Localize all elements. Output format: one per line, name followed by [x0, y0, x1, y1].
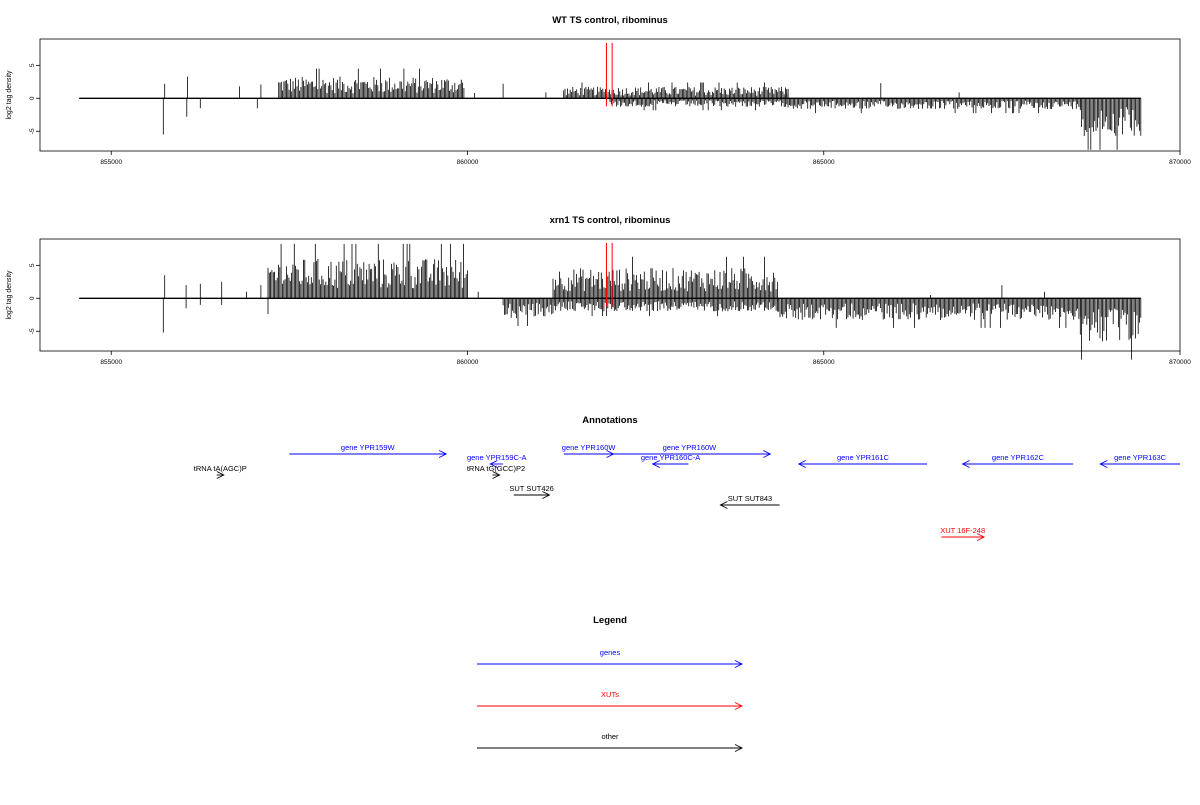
xrn1-track-bars	[79, 243, 1142, 360]
xrn1-minus-signal-5	[502, 298, 554, 326]
annotation-arrow-6	[961, 460, 1074, 468]
annotation-arrow-7	[1099, 460, 1180, 468]
annotation-arrow-4	[651, 460, 689, 468]
annotation-label-2: gene YPR160W	[562, 443, 617, 452]
annotation-arrow-7-head	[1099, 460, 1108, 468]
annotations-title: Annotations	[582, 415, 637, 426]
annotation-arrow-3	[608, 450, 772, 458]
annotation-label-12: XUT 16F-248	[940, 526, 985, 535]
xrn1-minus-signal-8	[1079, 298, 1142, 360]
legend-arrow-xut-head	[734, 702, 744, 710]
annotation-label-6: gene YPR162C	[992, 453, 1045, 462]
wt-xtick-label-2: 865000	[813, 159, 835, 166]
xrn1-minus-signal-7	[777, 298, 1081, 328]
wt-plus-signal-8	[563, 82, 789, 99]
annotation-arrow-12	[941, 533, 986, 541]
annotation-label-1: gene YPR159C-A	[467, 453, 526, 462]
annotation-arrow-5-head	[797, 460, 807, 468]
wt-track-title: WT TS control, ribominus	[552, 15, 668, 26]
legend-arrow-gene-head	[734, 660, 744, 668]
annotation-arrow-8-head	[216, 471, 225, 479]
annotation-arrow-11-head	[719, 501, 728, 509]
annotation-label-0: gene YPR159W	[341, 443, 396, 452]
xrn1-xtick-label-2: 865000	[813, 359, 835, 366]
annotation-arrow-1-head	[489, 460, 498, 468]
wt-track-bars	[79, 43, 1142, 150]
xrn1-track-panel: xrn1 TS control, ribominus log2 tag dens…	[6, 215, 1191, 366]
xrn1-xtick-label-1: 860000	[457, 359, 479, 366]
annotation-arrow-5	[797, 460, 928, 468]
xrn1-xtick-label-3: 870000	[1169, 359, 1191, 366]
annotation-label-3: gene YPR160W	[663, 443, 718, 452]
wt-minus-signal-6	[1079, 98, 1142, 150]
xrn1-plot-frame	[39, 238, 1181, 352]
legend-items: genes XUTs other	[477, 648, 744, 752]
xrn1-plus-signal-6	[267, 243, 468, 299]
annotation-label-5: gene YPR161C	[837, 453, 890, 462]
xrn1-minus-signal-6	[552, 298, 778, 317]
legend-arrow-other-head	[734, 744, 744, 752]
annotation-arrow-0	[289, 450, 448, 458]
wt-xtick-label-0: 855000	[100, 159, 122, 166]
annotation-arrow-9-head	[492, 471, 501, 479]
annotation-arrow-10	[513, 491, 551, 499]
annotation-arrow-0-head	[438, 450, 448, 458]
annotation-label-9: tRNA tG(GCC)P2	[467, 464, 525, 473]
legend-label-gene: genes	[600, 648, 621, 657]
legend-arrow-other	[477, 744, 744, 752]
annotation-arrow-4-head	[651, 460, 660, 468]
annotation-arrow-1	[489, 460, 504, 468]
xrn1-xtick-label-0: 855000	[100, 359, 122, 366]
legend-label-other: other	[601, 732, 619, 741]
wt-axes: -5 0 5 855000 860000 865000 870000	[29, 63, 1191, 166]
annotation-arrow-12-head	[976, 533, 986, 541]
annotation-label-11: SUT SUT843	[728, 494, 772, 503]
annotation-label-4: gene YPR160C-A	[641, 453, 700, 462]
wt-minus-signal-4	[609, 98, 789, 111]
xrn1-plus-signal-8	[552, 256, 778, 299]
legend-title: Legend	[593, 615, 627, 626]
wt-ytick-label-0: -5	[29, 128, 36, 134]
legend-arrow-xut	[477, 702, 744, 710]
annotation-label-10: SUT SUT426	[509, 484, 553, 493]
annotation-arrow-9	[492, 471, 501, 479]
xrn1-ytick-label-1: 0	[29, 296, 36, 300]
annotation-label-7: gene YPR163C	[1114, 453, 1167, 462]
wt-track-panel: WT TS control, ribominus log2 tag densit…	[6, 15, 1191, 166]
wt-xtick-label-3: 870000	[1169, 159, 1191, 166]
annotation-arrow-3-head	[763, 450, 772, 458]
xrn1-track-title: xrn1 TS control, ribominus	[550, 215, 671, 226]
wt-plot-frame	[39, 38, 1181, 152]
annotations-panel: Annotations gene YPR159W gene YPR159C-A ge…	[194, 415, 1180, 541]
annotation-arrow-11	[719, 501, 780, 509]
annotation-arrow-6-head	[961, 460, 970, 468]
xrn1-ytick-label-2: 5	[29, 263, 36, 267]
xrn1-ytick-label-0: -5	[29, 328, 36, 334]
wt-y-axis-label: log2 tag density	[6, 70, 13, 120]
wt-minus-signal-5	[787, 98, 1081, 114]
annotation-arrow-10-head	[542, 491, 551, 499]
legend-label-xut: XUTs	[601, 690, 619, 699]
annotation-label-8: tRNA tA(AGC)P	[194, 464, 247, 473]
annotation-arrow-8	[216, 471, 225, 479]
xrn1-y-axis-label: log2 tag density	[6, 270, 13, 320]
legend-panel: Legend genes XUTs other	[477, 615, 744, 752]
wt-xtick-label-1: 860000	[457, 159, 479, 166]
xrn1-axes: -5 0 5 855000 860000 865000 870000	[29, 263, 1191, 366]
wt-ytick-label-1: 0	[29, 96, 36, 100]
wt-ytick-label-2: 5	[29, 63, 36, 67]
legend-arrow-gene	[477, 660, 744, 668]
wt-plus-signal-4	[278, 68, 465, 99]
